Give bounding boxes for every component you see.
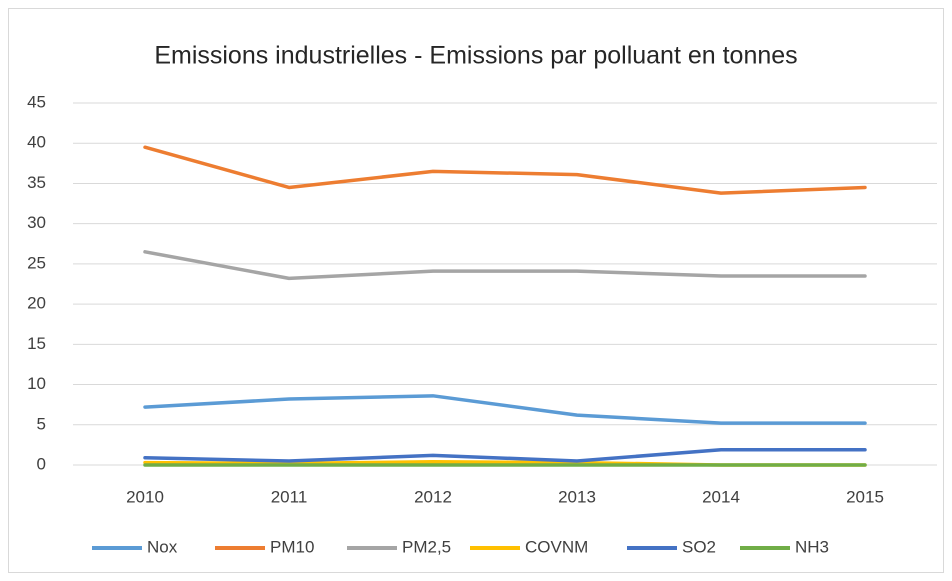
y-tick-label: 35 <box>27 173 46 192</box>
x-tick-label: 2014 <box>702 487 740 506</box>
legend-label: NH3 <box>795 537 829 556</box>
y-tick-label: 25 <box>27 253 46 272</box>
series-line <box>143 250 867 281</box>
legend-label: COVNM <box>525 537 588 556</box>
legend-label: PM10 <box>270 537 314 556</box>
y-tick-label: 30 <box>27 213 46 232</box>
x-tick-label: 2011 <box>271 487 308 506</box>
y-tick-label: 45 <box>27 92 46 111</box>
y-tick-label: 5 <box>37 414 46 433</box>
y-tick-label: 15 <box>27 334 46 353</box>
x-tick-label: 2012 <box>414 487 452 506</box>
chart-title: Emissions industrielles - Emissions par … <box>154 42 797 70</box>
legend-label: Nox <box>147 537 178 556</box>
x-tick-label: 2010 <box>126 487 164 506</box>
y-tick-label: 10 <box>27 374 46 393</box>
y-tick-label: 20 <box>27 294 46 313</box>
series-line <box>143 394 867 425</box>
series-line <box>143 447 867 463</box>
y-tick-label: 40 <box>27 133 46 152</box>
x-tick-label: 2013 <box>558 487 596 506</box>
y-tick-label: 0 <box>37 454 46 473</box>
series-line <box>143 145 867 195</box>
x-tick-label: 2015 <box>846 487 884 506</box>
legend-label: SO2 <box>682 537 716 556</box>
legend-label: PM2,5 <box>402 537 451 556</box>
